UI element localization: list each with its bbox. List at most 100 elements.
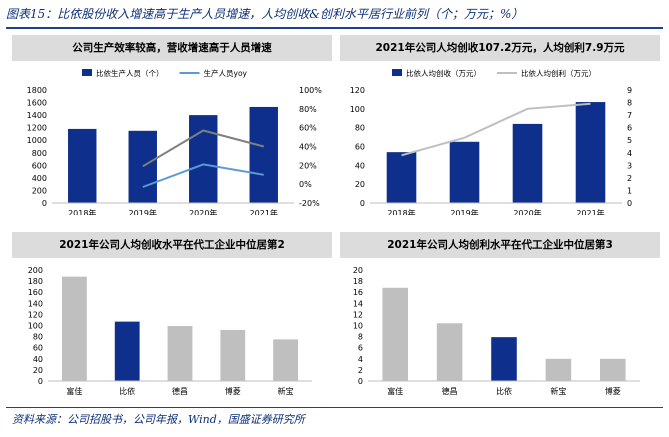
- y-tick-label: 10: [353, 322, 363, 331]
- x-tick-label: 德昌: [442, 386, 458, 396]
- y-right-tick-label: 2: [627, 174, 632, 183]
- y-right-tick-label: 9: [627, 86, 632, 95]
- chart-title: 公司生产效率较高，营收增速高于人员增速: [12, 35, 332, 61]
- y-tick-label: 40: [33, 355, 43, 364]
- y-tick-label: 4: [358, 355, 363, 364]
- bar: [68, 128, 97, 203]
- chart-title: 2021年公司人均创收水平在代工企业中位居第2: [12, 232, 332, 258]
- x-tick-label: 比依: [119, 386, 135, 396]
- chart-svg: 0 2 4 6 8 10 12 14 16 18 20 富佳 德昌 比依 新宝 博菱: [353, 266, 640, 396]
- y-tick-label: 16: [353, 288, 363, 297]
- y-tick-label: 60: [33, 344, 43, 353]
- bar: [512, 123, 543, 203]
- x-tick-label: 博菱: [605, 386, 621, 396]
- x-tick-label: 新宝: [278, 386, 294, 396]
- y-right-tick-label: 4: [627, 149, 632, 158]
- chart-panel-profit-rank: 2021年公司人均创利水平在代工企业中位居第3 0 2 4 6 8 10 12 14 16 18 2…: [340, 232, 660, 412]
- chart-svg: 0 200 400 600 800 1000 1200 1400 1600 1800 -20% 0% 2…: [27, 68, 323, 215]
- y-tick-label: 80: [355, 124, 365, 133]
- y-tick-label: 100: [350, 105, 365, 114]
- y-tick-label: 60: [355, 143, 365, 152]
- bar: [61, 276, 87, 381]
- bar: [449, 141, 480, 203]
- x-tick-label: 富佳: [66, 386, 82, 396]
- y-tick-label: 14: [353, 299, 363, 308]
- series-line: [142, 129, 265, 168]
- bar: [545, 358, 572, 381]
- bar: [575, 102, 606, 203]
- chart-svg: 0 20 40 60 80 100 120 0 1 2 3 4 5 6 7 8 9 2018年 2019年 2020年…: [350, 68, 632, 215]
- x-tick-label: 富佳: [387, 386, 403, 396]
- x-tick-label: 2018年: [68, 208, 96, 215]
- y-tick-label: 1200: [27, 124, 47, 133]
- y-right-tick-label: 3: [627, 161, 632, 170]
- y-right-tick-label: 80%: [299, 105, 317, 114]
- legend-label: 比依人均创收（万元）: [406, 68, 481, 78]
- y-right-tick-label: 6: [627, 124, 632, 133]
- bar: [249, 106, 278, 203]
- y-tick-label: 400: [32, 174, 47, 183]
- chart-title: 2021年公司人均创利水平在代工企业中位居第3: [340, 232, 660, 258]
- y-right-tick-label: 40%: [299, 143, 317, 152]
- y-tick-label: 12: [353, 310, 363, 319]
- y-right-tick-label: 100%: [299, 86, 322, 95]
- y-tick-label: 8: [358, 333, 363, 342]
- bar: [128, 130, 157, 203]
- x-tick-label: 2019年: [129, 208, 157, 215]
- bar: [189, 115, 218, 203]
- x-tick-label: 2020年: [189, 208, 217, 215]
- chart-panel-production-staff: 公司生产效率较高，营收增速高于人员增速 0 200 400 600 800 1000 120…: [12, 35, 332, 215]
- legend-label: 生产人员yoy: [204, 68, 248, 78]
- y-tick-label: 1000: [27, 136, 47, 145]
- y-tick-label: 200: [32, 186, 47, 195]
- y-tick-label: 20: [33, 366, 43, 375]
- footer-rule: [6, 407, 663, 408]
- y-tick-label: 1600: [27, 99, 47, 108]
- y-right-tick-label: 1: [627, 186, 632, 195]
- y-right-tick-label: 0: [627, 199, 632, 208]
- legend-swatch: [82, 69, 92, 76]
- bar: [436, 323, 463, 381]
- legend-label: 比依生产人员（个）: [96, 68, 164, 78]
- y-tick-label: 120: [350, 86, 365, 95]
- y-tick-label: 180: [28, 277, 43, 286]
- y-tick-label: 0: [38, 377, 43, 386]
- x-tick-label: 博菱: [225, 386, 241, 396]
- y-right-tick-label: 60%: [299, 124, 317, 133]
- y-tick-label: 160: [28, 288, 43, 297]
- y-tick-label: 0: [360, 199, 365, 208]
- y-right-tick-label: 5: [627, 136, 632, 145]
- y-tick-label: 80: [33, 333, 43, 342]
- chart-panel-revenue-rank: 2021年公司人均创收水平在代工企业中位居第2 0 20 40 60 80 100 120 1…: [12, 232, 332, 412]
- x-tick-label: 2018年: [387, 208, 415, 215]
- series-line: [142, 163, 264, 188]
- title-rule: [6, 27, 663, 29]
- series-line: [401, 102, 591, 157]
- y-right-tick-label: 0%: [299, 180, 312, 189]
- bar: [167, 326, 193, 381]
- y-right-tick-label: -20%: [299, 199, 320, 208]
- y-tick-label: 0: [358, 377, 363, 386]
- y-tick-label: 200: [28, 266, 43, 275]
- x-tick-label: 2021年: [576, 208, 604, 215]
- y-tick-label: 6: [358, 344, 363, 353]
- bar: [382, 287, 408, 381]
- y-right-tick-label: 7: [627, 111, 632, 120]
- chart-svg: 0 20 40 60 80 100 120 140 160 180 200 富佳 比依 德昌 博菱 新宝: [28, 266, 312, 396]
- legend-label: 比依人均创利（万元）: [521, 68, 596, 78]
- x-tick-label: 德昌: [172, 386, 188, 396]
- y-right-tick-label: 20%: [299, 161, 317, 170]
- x-tick-label: 新宝: [550, 386, 566, 396]
- bar: [273, 339, 299, 381]
- y-right-tick-label: 8: [627, 99, 632, 108]
- bar: [114, 321, 140, 381]
- figure-title: 图表15：比依股份收入增速高于生产人员增速，人均创收&创利水平居行业前列（个；万…: [6, 7, 524, 21]
- y-tick-label: 18: [353, 277, 363, 286]
- y-tick-label: 800: [32, 149, 47, 158]
- y-tick-label: 100: [28, 322, 43, 331]
- chart-title: 2021年公司人均创收107.2万元，人均创利7.9万元: [340, 35, 660, 61]
- bar: [491, 337, 517, 381]
- chart-panel-revenue-per-capita: 2021年公司人均创收107.2万元，人均创利7.9万元 0 20 40 60 80 10…: [340, 35, 660, 215]
- x-tick-label: 比依: [496, 386, 512, 396]
- x-tick-label: 2019年: [450, 208, 478, 215]
